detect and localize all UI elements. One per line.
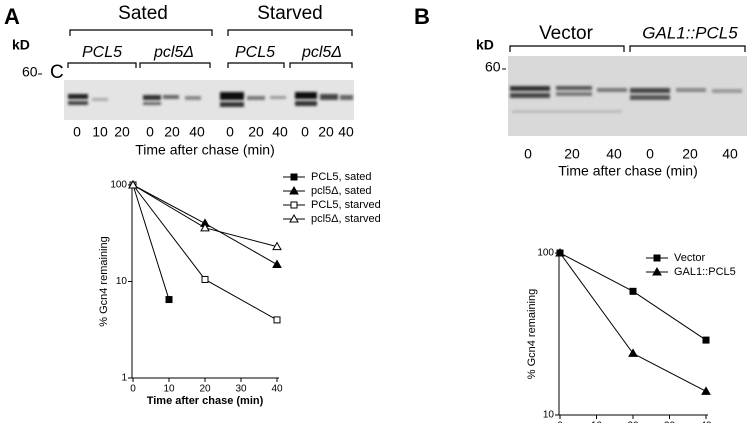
x-tick-label: 30: [664, 421, 676, 423]
lane-label: 20: [164, 124, 180, 140]
marker: [200, 222, 210, 232]
legend-label: GAL1::PCL5: [674, 266, 736, 278]
marker: [128, 179, 138, 189]
gel-bands: [68, 92, 353, 107]
bracket: [69, 29, 213, 36]
lane-label: 20: [682, 146, 698, 162]
bracket: [289, 62, 353, 68]
y-tick-label: 100: [537, 248, 554, 259]
x-tick-label: 40: [271, 384, 283, 395]
x-tick-label: 10: [591, 421, 603, 423]
marker: [272, 259, 282, 269]
legend-label: PCL5, starved: [311, 199, 381, 211]
legend-label: Vector: [674, 252, 706, 264]
bracket: [67, 62, 137, 68]
lane-label: 20: [114, 124, 130, 140]
x-axis-label: Time after chase (min): [135, 142, 275, 158]
lane-label: 20: [248, 124, 264, 140]
y-tick-label: 100: [110, 180, 127, 191]
lane-label: 40: [338, 124, 354, 140]
series-line: [132, 184, 278, 248]
strain-label: pcl5Δ: [153, 44, 194, 61]
lane-label: 40: [722, 146, 738, 162]
legend-marker: [289, 213, 299, 223]
kd-label: kD: [476, 37, 494, 53]
marker: [701, 386, 711, 395]
lane-label: 10: [92, 124, 108, 140]
lane-label: 0: [646, 146, 654, 162]
marker: [702, 336, 710, 344]
bracket: [629, 45, 746, 52]
strain-label: Vector: [539, 23, 594, 44]
legend-label: pcl5Δ, sated: [311, 185, 372, 197]
legend-marker: [290, 201, 298, 209]
legend-label: pcl5Δ, starved: [311, 213, 381, 225]
marker: [628, 348, 638, 357]
lane-label: 40: [272, 124, 288, 140]
series-line: [132, 184, 170, 300]
lane-label: 0: [226, 124, 234, 140]
marker: [273, 316, 281, 324]
strain-label: GAL1::PCL5: [642, 23, 738, 42]
x-tick-label: 0: [130, 384, 136, 395]
bracket: [227, 62, 285, 68]
lane-label: 20: [564, 146, 580, 162]
marker: [629, 287, 637, 295]
lane-label: 0: [524, 146, 532, 162]
panel-label: B: [414, 4, 430, 29]
kd-label: kD: [12, 37, 30, 53]
legend-marker: [290, 173, 298, 181]
panel-label: A: [4, 4, 20, 29]
legend-label: PCL5, sated: [311, 171, 372, 183]
lane-label: 40: [606, 146, 622, 162]
legend-marker: [653, 254, 661, 262]
x-tick-label: 20: [627, 421, 639, 423]
marker-label: 60: [22, 64, 38, 80]
y-axis-label: % Gcn4 remaining: [526, 289, 538, 380]
marker: [201, 275, 209, 283]
bracket: [509, 45, 625, 52]
marker-label: 60: [485, 59, 501, 75]
legend-marker: [652, 266, 662, 276]
gel: [64, 80, 354, 120]
x-tick-label: 30: [235, 384, 247, 395]
y-tick-label: 1: [121, 373, 127, 384]
strain-label: PCL5: [82, 44, 122, 61]
group-label: Starved: [257, 3, 322, 24]
lane-label: 20: [318, 124, 334, 140]
lane-label: 0: [146, 124, 154, 140]
control-label: C: [50, 62, 64, 83]
bracket: [139, 62, 211, 68]
marker: [165, 296, 173, 304]
x-tick-label: 10: [163, 384, 175, 395]
marker: [272, 241, 282, 251]
legend-marker: [289, 185, 299, 195]
bracket: [227, 29, 353, 36]
x-tick-label: 20: [199, 384, 211, 395]
lane-label: 0: [73, 124, 81, 140]
group-label: Sated: [118, 3, 168, 24]
y-tick-label: 10: [116, 276, 128, 287]
y-tick-label: 10: [543, 410, 555, 421]
strain-label: PCL5: [235, 44, 275, 61]
gel-bands: [510, 86, 742, 113]
y-axis-label: % Gcn4 remaining: [98, 236, 110, 327]
x-tick-label: 0: [557, 421, 563, 423]
x-tick-label: 40: [700, 421, 712, 423]
strain-label: pcl5Δ: [301, 44, 342, 61]
lane-label: 0: [301, 124, 309, 140]
x-axis-label: Time after chase (min): [147, 395, 264, 407]
marker: [555, 247, 565, 257]
lane-label: 40: [189, 124, 205, 140]
x-axis-label: Time after chase (min): [558, 163, 698, 179]
